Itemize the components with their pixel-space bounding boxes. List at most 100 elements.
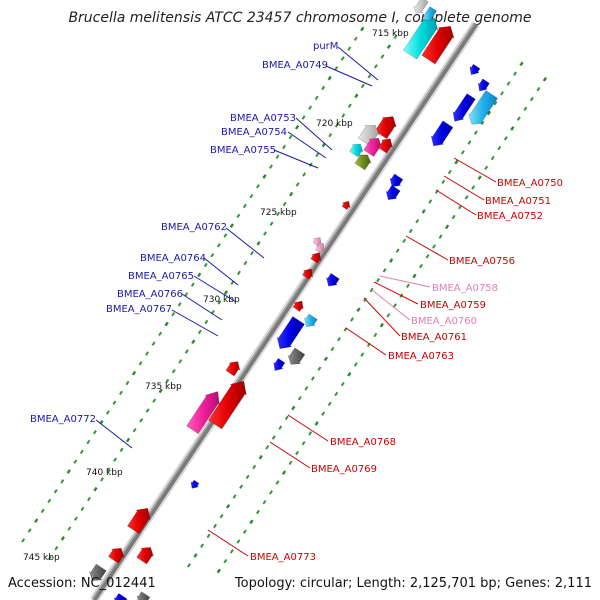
gene-block-bottom-red-2[interactable] [136,546,155,565]
gene-block-small-blue-1[interactable] [469,63,481,76]
tick-dot [158,331,163,337]
gene-block-top-lgray[interactable] [413,0,429,14]
tick-dot [79,449,84,455]
tick-dot [190,282,195,287]
gene-block-BMEA_A0763[interactable] [292,300,304,312]
tick-dot [265,445,270,450]
gene-label-BMEA_A0752[interactable]: BMEA_A0752 [477,211,543,222]
tick-dot [239,484,244,489]
gene-block-purM[interactable] [468,90,498,125]
gene-block-bottom-blue[interactable] [113,593,128,600]
gene-block-BMEA_A0758[interactable] [314,242,325,254]
tick-dot [301,440,306,446]
gene-block-top-sky[interactable] [422,6,438,21]
gene-block-BMEA_A0773[interactable] [127,507,151,535]
gene-block-BMEA_A0764[interactable] [303,313,318,328]
gene-block-BMEA_A0749-b[interactable] [477,78,490,92]
tick-dot [327,75,332,81]
gene-label-BMEA_A0754[interactable]: BMEA_A0754 [221,127,287,138]
tick-dot [47,498,52,504]
gene-block-BMEA_A0759[interactable] [310,252,322,264]
gene-block-BMEA_A0752c[interactable] [377,138,393,154]
gene-block-BMEA_A0755[interactable] [385,184,401,201]
gene-block-top-red[interactable] [421,25,455,65]
tick-dot [389,258,394,263]
gene-label-BMEA_A0756[interactable]: BMEA_A0756 [449,256,515,267]
scale-labels: 715 kbp 720 kbp 725 kbp 730 kbp 735 kbp … [23,29,409,563]
tick-dot [100,477,104,482]
gene-block-BMEA_A0761[interactable] [302,268,313,280]
tick-dot [395,248,400,253]
gene-block-BMEA_A0760[interactable] [312,237,322,247]
gene-label-BMEA_A0766[interactable]: BMEA_A0766 [117,289,183,300]
gene-block-BMEA_A0768[interactable] [208,380,247,430]
tick-dot [302,172,307,177]
gene-block-BMEA_A0765[interactable] [276,316,305,350]
tick-dot [193,553,198,558]
gene-block-BMEA_A0767[interactable] [273,357,286,371]
tick-dot [225,504,231,509]
gene-label-BMEA_A0765[interactable]: BMEA_A0765 [128,271,194,282]
tick-dot [242,203,247,209]
tick-dot [444,224,450,230]
tick-dot [200,543,204,548]
gene-block-BMEA_A0762[interactable] [325,272,340,287]
gene-label-BMEA_A0753[interactable]: BMEA_A0753 [230,113,296,124]
gene-label-BMEA_A0767[interactable]: BMEA_A0767 [106,304,172,315]
gene-label-BMEA_A0749[interactable]: BMEA_A0749 [262,60,328,71]
tick-dot [204,319,209,325]
tick-dot [112,400,117,405]
scale-label-745: 745 kbp [23,553,60,563]
gene-block-BMEA_A0750[interactable] [374,116,397,140]
gene-block-BMEA_A0768b[interactable] [225,361,241,377]
tick-dot [284,415,289,421]
gene-block-BMEA_A0751[interactable] [357,124,380,147]
tick-dot [506,81,511,86]
gene-block-BMEA_A0766[interactable] [287,347,306,365]
gene-label-BMEA_A0751[interactable]: BMEA_A0751 [485,196,551,207]
gene-label-BMEA_A0773[interactable]: BMEA_A0773 [250,552,316,563]
tick-dot [87,496,91,502]
tick-dot [106,467,111,472]
gene-label-BMEA_A0762[interactable]: BMEA_A0762 [161,222,227,233]
gene-label-BMEA_A0750[interactable]: BMEA_A0750 [497,178,563,189]
gene-block-BMEA_A0753[interactable] [430,120,454,147]
tick-dot [158,388,163,394]
gene-label-BMEA_A0760[interactable]: BMEA_A0760 [411,316,477,327]
tick-dot [304,386,309,391]
tick-dot [447,169,452,175]
tick-dot [243,260,248,266]
tick-dot [275,480,280,485]
gene-label-BMEA_A0761[interactable]: BMEA_A0761 [401,332,467,343]
tick-dot [54,545,59,551]
tick-dot [60,479,65,484]
tick-dot [60,536,65,541]
gene-block-BMEA_A0769[interactable] [186,391,220,435]
gene-label-BMEA_A0758[interactable]: BMEA_A0758 [432,283,498,294]
tick-dot [353,36,358,42]
gene-block-BMEA_A0752b[interactable] [349,143,364,158]
gene-block-BMEA_A0754[interactable] [389,173,404,188]
tick-dot [217,300,222,305]
gene-label-BMEA_A0759[interactable]: BMEA_A0759 [420,300,486,311]
tick-dot [464,195,469,200]
gene-label-BMEA_A0763[interactable]: BMEA_A0763 [388,351,454,362]
gene-block-BMEA_A0749-a[interactable] [452,93,476,122]
gene-label-BMEA_A0755[interactable]: BMEA_A0755 [210,145,276,156]
gene-block-BMEA_A0772[interactable] [190,479,200,489]
gene-label-BMEA_A0772[interactable]: BMEA_A0772 [30,414,96,425]
gene-label-BMEA_A0764[interactable]: BMEA_A0764 [140,253,206,264]
gene-label-purM[interactable]: purM [313,41,338,52]
gene-block-bottom-gray-2[interactable] [88,563,107,582]
gene-block-BMEA_A0752[interactable] [354,154,372,171]
gene-label-BMEA_A0769[interactable]: BMEA_A0769 [311,464,377,475]
tick-dot [480,120,485,126]
gene-block-BMEA_A0756[interactable] [341,200,351,210]
gene-block-bottom-red-3[interactable] [107,547,125,564]
tick-dot [471,185,476,190]
gene-label-BMEA_A0768[interactable]: BMEA_A0768 [330,437,396,448]
tick-dot [382,268,387,273]
tick-dot [256,241,261,246]
gene-block-bottom-gray-1[interactable] [136,591,151,600]
